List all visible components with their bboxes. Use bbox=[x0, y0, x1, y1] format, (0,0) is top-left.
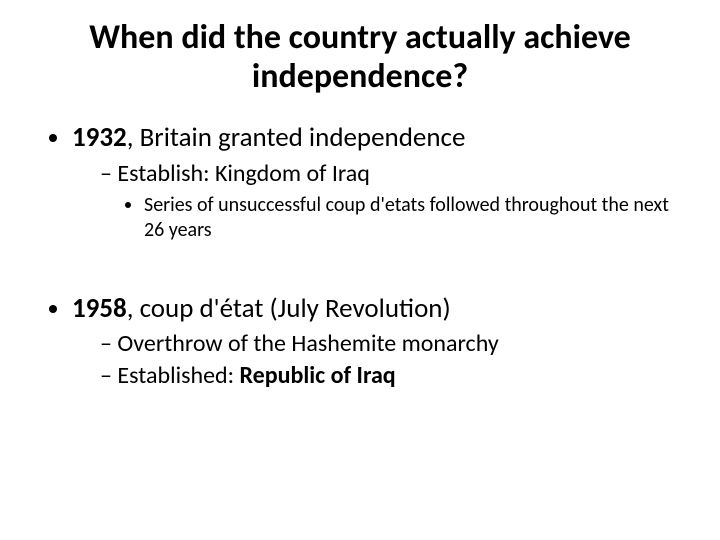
bullet-1-sub-1-bold: Kingdom of Iraq bbox=[215, 159, 370, 188]
bullet-1-year: 1932 bbox=[72, 121, 127, 154]
bullet-2-sub-2: Established: Republic of Iraq bbox=[100, 361, 676, 391]
slide-title: When did the country actually achieve in… bbox=[44, 18, 676, 96]
bullet-1-sub-1: Establish: Kingdom of Iraq Series of uns… bbox=[100, 159, 676, 243]
bullet-1-sub-1-sub: Series of unsuccessful coup d'etats foll… bbox=[144, 193, 676, 243]
bullet-list-2: 1958, coup d'état (July Revolution) Over… bbox=[44, 293, 676, 391]
bullet-1-rest: , Britain granted independence bbox=[127, 121, 466, 154]
slide: When did the country actually achieve in… bbox=[0, 0, 720, 540]
bullet-2-sub-2-plain: Established: bbox=[117, 361, 239, 390]
bullet-1-sublist: Establish: Kingdom of Iraq Series of uns… bbox=[72, 159, 676, 243]
bullet-2-year: 1958 bbox=[72, 292, 127, 325]
bullet-2-sub-2-bold: Republic of Iraq bbox=[240, 361, 396, 390]
bullet-2-rest: , coup d'état (July Revolution) bbox=[127, 292, 451, 325]
bullet-2: 1958, coup d'état (July Revolution) Over… bbox=[72, 293, 676, 391]
bullet-2-sublist: Overthrow of the Hashemite monarchy Esta… bbox=[72, 329, 676, 391]
bullet-1: 1932, Britain granted independence Estab… bbox=[72, 122, 676, 242]
bullet-1-sub-1-sublist: Series of unsuccessful coup d'etats foll… bbox=[100, 193, 676, 243]
bullet-2-sub-1: Overthrow of the Hashemite monarchy bbox=[100, 329, 676, 359]
spacer bbox=[44, 245, 676, 293]
bullet-list: 1932, Britain granted independence Estab… bbox=[44, 122, 676, 242]
bullet-1-sub-1-plain: Establish: bbox=[117, 159, 215, 188]
